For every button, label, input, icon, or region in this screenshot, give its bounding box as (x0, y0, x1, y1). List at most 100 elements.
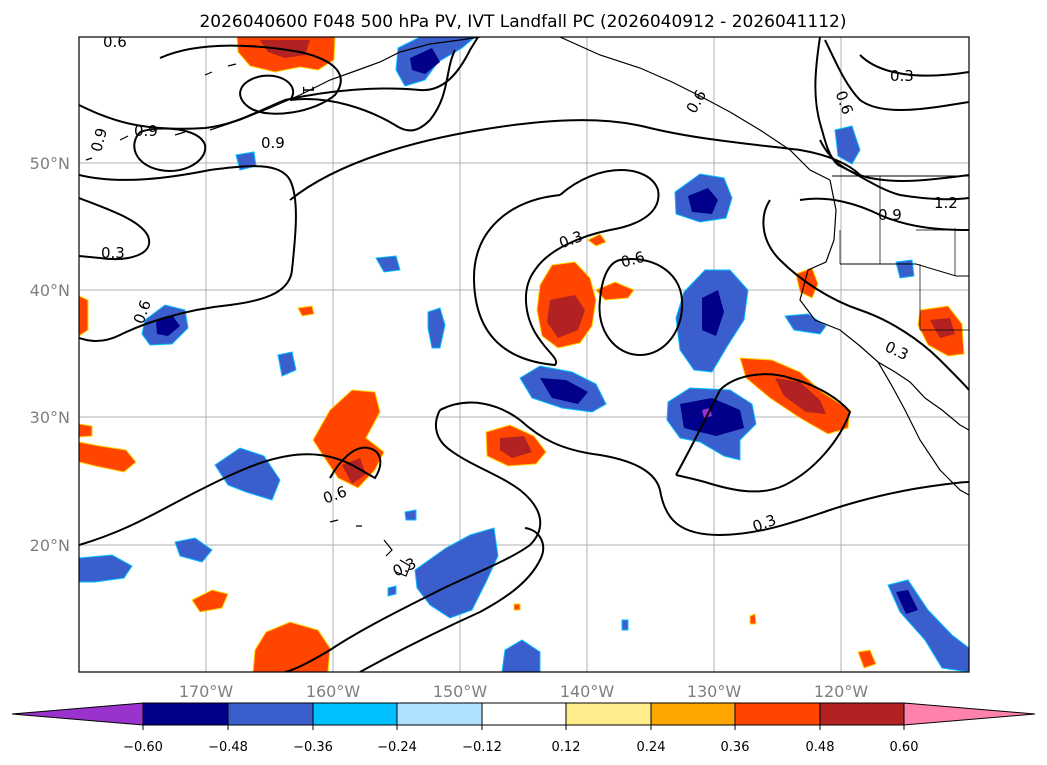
lon-tick-label: 120°W (814, 682, 869, 701)
colorbar-tick-label: −0.12 (462, 740, 502, 755)
colorbar-tick-label: −0.36 (293, 740, 333, 755)
latitude-tick-labels: 50°N 40°N 30°N 20°N (30, 154, 70, 555)
cold-blob-subtrop-east-core (680, 398, 744, 436)
cold-blob-speck-2 (621, 619, 629, 631)
warm-blob-speck-2 (749, 613, 757, 625)
contour-north-loop (159, 44, 342, 115)
contour-east-loop (675, 373, 852, 493)
colorbar-segment (481, 702, 567, 726)
contour-label: 1 (299, 85, 317, 95)
lon-tick-label: 140°W (560, 682, 615, 701)
map-title: 2026040600 F048 500 hPa PV, IVT Landfall… (199, 12, 846, 32)
lon-tick-label: 170°W (179, 682, 234, 701)
cold-blob-south (501, 639, 541, 672)
warm-blob-speck-1 (297, 305, 315, 317)
colorbar-segment (734, 702, 821, 726)
coastline-nw-us (799, 179, 969, 431)
cold-blob-north-core (410, 48, 440, 74)
negative-anomaly-fills (79, 37, 969, 672)
warm-blob-south-west (191, 589, 229, 613)
cold-blob-hawaii-south (414, 527, 499, 619)
contour-pacific-loop-outer (472, 169, 660, 367)
cold-blob-bc (834, 125, 861, 165)
gridlines (79, 37, 969, 672)
contour-label: 0.3 (101, 244, 125, 262)
map-frame (78, 36, 970, 673)
cold-blob-small-2 (427, 307, 446, 349)
islands-hawaii (329, 519, 411, 577)
cold-blob-south-east-core (896, 590, 918, 614)
coastline-baja (877, 361, 969, 496)
warm-blob-subtrop-core (500, 436, 532, 458)
cold-blob-west-core (156, 315, 180, 336)
lon-tick-label: 160°W (306, 682, 361, 701)
warm-blob-midlat-core (342, 458, 366, 484)
colorbar-segment (565, 702, 652, 726)
contour-label: 0.9 (87, 126, 111, 154)
colorbar-tick-labels: −0.60 −0.48 −0.36 −0.24 −0.12 0.12 0.24 … (123, 740, 918, 755)
contour-main-ridge (289, 49, 456, 132)
lon-tick-label: 130°W (687, 682, 742, 701)
colorbar-segment (227, 702, 314, 726)
contour-label: 0.9 (134, 122, 158, 140)
warm-blob-west-edge (79, 295, 89, 337)
contour-ne-upper (824, 39, 969, 111)
contour-big-west (79, 165, 297, 342)
contour-pacific-loop-inner (598, 258, 684, 357)
cold-blob-west-bottom (79, 554, 133, 583)
colorbar-tick-label: 0.60 (890, 740, 919, 755)
contour-west-small-loop (133, 127, 207, 172)
colorbar-segment (819, 702, 905, 726)
longitude-tick-labels: 170°W 160°W 150°W 140°W 130°W 120°W (179, 682, 869, 701)
warm-blob-far-south-east (857, 649, 877, 669)
border-us-mexico (840, 263, 969, 277)
colorbar-tick-label: −0.48 (208, 740, 248, 755)
map-area: 0.6 0.9 0.9 0.9 0.3 0.6 0.3 0.6 0.3 0.6 … (78, 36, 970, 673)
pv-contours (79, 37, 969, 672)
warm-blob-speck-3 (513, 603, 521, 611)
cold-blob-offshore-core (702, 290, 724, 336)
lat-tick-label: 50°N (30, 154, 70, 173)
cold-blob-small-3 (277, 351, 297, 377)
colorbar-segment-min-extend (11, 702, 144, 726)
colorbar-segment-max-extend (903, 702, 1036, 726)
colorbar-segment (650, 702, 736, 726)
contour-main-mid (79, 446, 382, 546)
cold-blob-small-1 (375, 255, 401, 273)
warm-blob-west-tiny (79, 423, 93, 438)
colorbar-tick-marks (142, 725, 905, 730)
warm-blob-central-north-core (547, 295, 585, 338)
coastline-alaska-panhandle (559, 37, 831, 181)
contour-label: 0.6 (619, 248, 647, 272)
cold-blob-ne-pacific-core (688, 188, 718, 214)
warm-blob-small-central (595, 281, 635, 301)
warm-blob-east-edge-core (930, 318, 955, 338)
colorbar-segment (396, 702, 483, 726)
colorbar-tick-label: 0.24 (637, 740, 666, 755)
contour-south-lower (359, 527, 545, 672)
contour-label: 0.9 (878, 206, 902, 224)
contour-ne-band-2 (799, 197, 969, 231)
warm-blob-tiny-central (587, 233, 607, 247)
warm-blob-east-core (775, 378, 826, 414)
colorbar-tick-label: 0.36 (721, 740, 750, 755)
cold-blob-speck-3 (387, 585, 397, 597)
colorbar-tick-label: −0.24 (377, 740, 417, 755)
positive-anomaly-fills (79, 37, 965, 672)
warm-blob-west-subtrop (79, 441, 137, 473)
lat-tick-label: 20°N (30, 536, 70, 555)
colorbar (11, 702, 1036, 726)
contour-subtrop-loop (284, 409, 542, 672)
lat-tick-label: 30°N (30, 408, 70, 427)
contour-ne-band-1 (762, 199, 969, 391)
cold-blob-speck-1 (404, 509, 417, 521)
colorbar-segment (142, 702, 229, 726)
contour-sw-system (439, 401, 969, 537)
contour-trough (289, 119, 861, 201)
cold-blob-central-core (540, 378, 588, 404)
cold-blob-small-west (174, 537, 213, 563)
contour-west-lower (79, 197, 151, 260)
contour-north-outer (79, 37, 479, 130)
colorbar-tick-label: 0.12 (552, 740, 581, 755)
